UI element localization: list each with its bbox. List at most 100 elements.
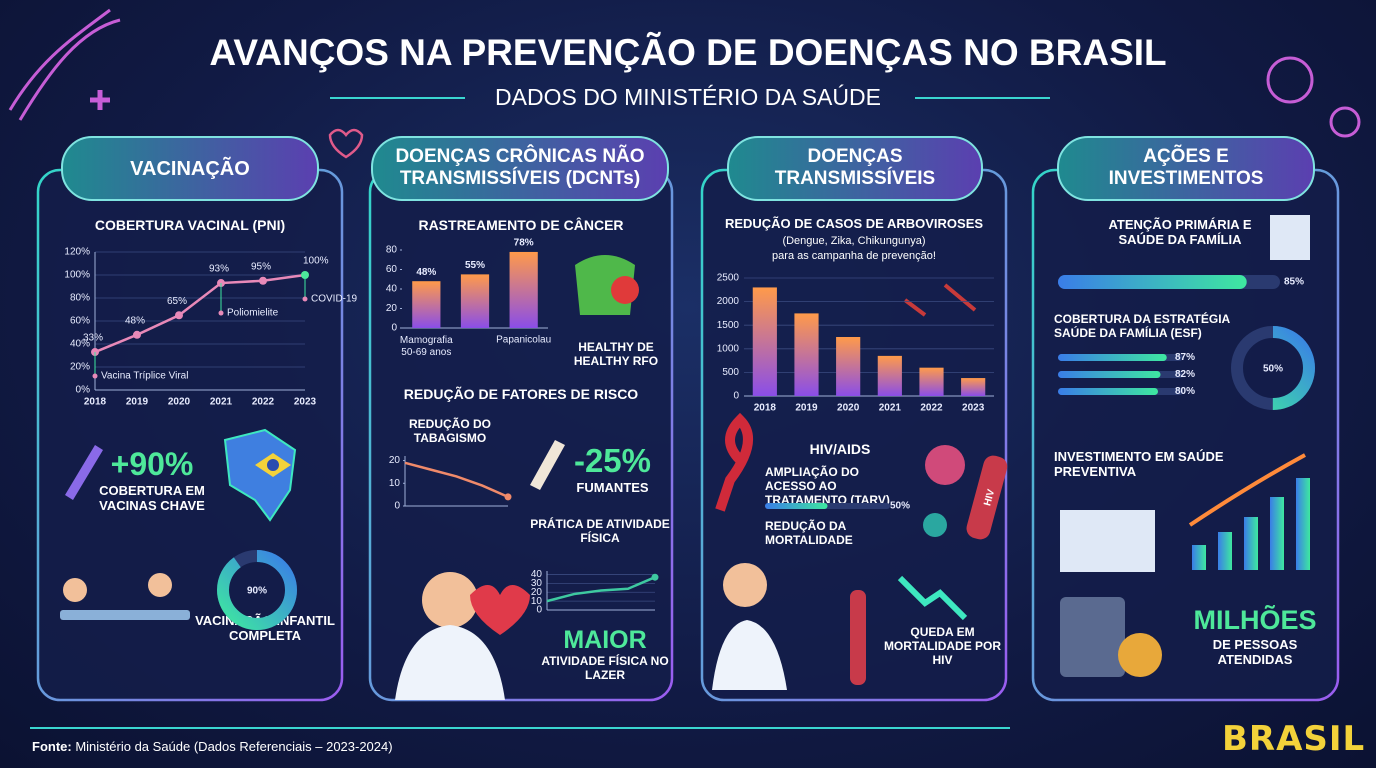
- x-tick-label: 2019: [126, 397, 149, 408]
- point: [133, 330, 141, 339]
- y-tick-label: 30: [531, 578, 543, 589]
- progress-bar: [1058, 275, 1247, 289]
- section-title: INVESTIMENTO EM SAÚDE PREVENTIVA: [1054, 449, 1224, 479]
- pill: [371, 136, 669, 201]
- y-tick-label: 40%: [70, 339, 90, 350]
- chart: 0% 20% 40% 60% 80% 100% 120% 33% 48% 65% 93% 95% 100…: [64, 247, 357, 408]
- virus-icon: [1329, 106, 1361, 138]
- y-tick-label: 80%: [70, 293, 90, 304]
- y-tick-label: 20%: [70, 362, 90, 373]
- clinic-icon: [1270, 215, 1310, 260]
- bar: [460, 274, 490, 328]
- mosquito-icon: [903, 283, 977, 317]
- stat-label: FUMANTES: [576, 480, 649, 495]
- bar: [412, 281, 441, 328]
- pill: [727, 136, 983, 201]
- money-bag: [1118, 633, 1162, 677]
- y-tick-label: 1000: [717, 343, 740, 354]
- food-icon: [611, 276, 639, 304]
- invest-bar: [1244, 517, 1258, 570]
- chart-title: REDUÇÃO DE CASOS DE ARBOVIROSES: [724, 216, 984, 231]
- value-label: 48%: [416, 267, 436, 278]
- value-label: 95%: [251, 261, 271, 272]
- x-tick-label: 2021: [210, 397, 233, 408]
- x-tick-label: 2020: [837, 403, 860, 414]
- bar: [752, 287, 777, 396]
- subtitle: DADOS DO MINISTÉRIO DA SAÚDE: [495, 84, 881, 110]
- x-tick-label: Mamografia 50-69 anos: [400, 335, 453, 358]
- stat: MILHÕES: [1193, 605, 1317, 635]
- value-label: 33%: [83, 333, 103, 344]
- annotation-dot: [92, 373, 98, 379]
- flag: [267, 459, 279, 471]
- value-label: 100%: [303, 256, 329, 267]
- y-tick-label: 40: [386, 284, 398, 295]
- x-tick-label: 2023: [294, 397, 317, 408]
- chart-note: para as campanha de prevenção!: [772, 250, 936, 262]
- y-tick-label: 100%: [64, 270, 90, 281]
- heart-icon: [328, 128, 364, 159]
- progress-label: 85%: [1284, 277, 1304, 288]
- progress-bar: [1058, 354, 1167, 361]
- donut-label: 50%: [1263, 364, 1283, 375]
- chart-title: PRÁTICA DE ATIVIDADE FÍSICA: [530, 517, 670, 545]
- chart: 0 10 20: [389, 455, 512, 512]
- y-tick-label: 0%: [76, 385, 91, 396]
- panel-pills: [61, 136, 1315, 201]
- growth-arrow: [1188, 453, 1306, 527]
- cigarette-icon: [530, 440, 565, 490]
- dna-icon: [8, 8, 121, 121]
- bar: [836, 337, 861, 396]
- value-label: 48%: [125, 315, 145, 326]
- syringe-icon: [65, 445, 103, 500]
- plus-icon: [90, 90, 110, 110]
- progress-label: 50%: [890, 501, 910, 512]
- panel-title: DOENÇAS CRÔNICAS NÃO TRANSMISSÍVEIS (DCN…: [395, 146, 645, 189]
- y-tick-label: 0: [733, 391, 739, 402]
- value-label: 65%: [167, 296, 187, 307]
- annotation-dot: [218, 310, 224, 316]
- y-tick-label: 20: [531, 587, 543, 598]
- person: [148, 573, 172, 597]
- stat: MAIOR: [563, 626, 647, 654]
- doctor: [395, 625, 505, 700]
- stat-label: ATIVIDADE FÍSICA NO LAZER: [541, 654, 669, 682]
- tube-icon: [850, 590, 866, 685]
- point: [91, 348, 99, 357]
- bar: [794, 313, 819, 396]
- line: [404, 461, 509, 499]
- panel-title: VACINAÇÃO: [130, 158, 250, 180]
- progress-label: 82%: [1175, 369, 1195, 380]
- y-tick-label: 80: [386, 245, 398, 256]
- ribbon-icon: [715, 412, 753, 512]
- doctor: [712, 620, 787, 690]
- person: [63, 578, 87, 602]
- point: [259, 276, 267, 285]
- point: [217, 279, 225, 288]
- heart-icon: [470, 585, 530, 635]
- bar: [961, 378, 986, 396]
- annotation: Vacina Tríplice Viral: [101, 371, 188, 382]
- y-tick-label: 2000: [717, 296, 740, 307]
- stat-label: COBERTURA EM VACINAS CHAVE: [99, 483, 205, 513]
- virus-icon: [923, 513, 947, 537]
- x-tick-label: 2018: [84, 397, 107, 408]
- section-title: ATENÇÃO PRIMÁRIA E SAÚDE DA FAMÍLIA: [1108, 217, 1252, 247]
- y-tick-label: 2500: [717, 273, 740, 284]
- value-label: 93%: [209, 264, 229, 275]
- pill: [61, 136, 319, 201]
- cell-icon: [1266, 56, 1314, 104]
- tube-icon: [966, 455, 1008, 540]
- bar: [509, 251, 538, 328]
- invest-bar: [1192, 545, 1206, 570]
- line: [546, 576, 656, 603]
- value-label: 78%: [514, 238, 534, 249]
- doctor: [422, 572, 478, 628]
- doctor: [723, 563, 767, 607]
- line: [94, 273, 306, 354]
- source: Fonte: Ministério da Saúde (Dados Refere…: [32, 739, 393, 755]
- y-tick-label: 60%: [70, 316, 90, 327]
- invest-bar: [1270, 497, 1284, 570]
- stat-label: DE PESSOAS ATENDIDAS: [1212, 637, 1298, 667]
